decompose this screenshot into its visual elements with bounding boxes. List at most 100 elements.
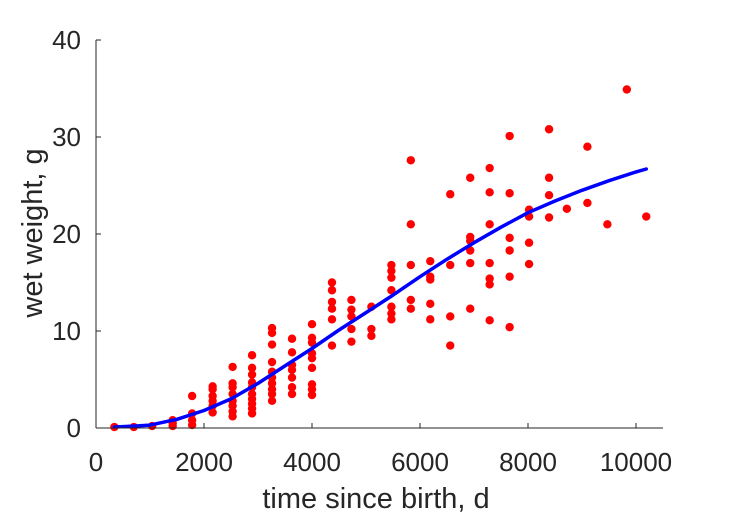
data-point [327,278,337,287]
data-point [406,220,416,229]
data-point [642,212,651,221]
data-point [387,302,396,311]
data-point [524,259,534,269]
data-point [267,379,277,388]
data-point [485,280,494,289]
data-point [347,337,356,346]
y-axis-label: wet weight, g [17,148,49,318]
data-point [485,163,494,173]
data-point [387,266,396,276]
data-point [505,322,514,332]
data-point [387,286,396,295]
data-point [426,256,435,266]
data-point [287,334,297,343]
data-point [544,191,554,200]
data-point [327,297,337,307]
y-tick-label: 10 [52,316,81,346]
data-point [228,407,237,416]
data-point [387,315,396,324]
x-tick-label: 4000 [283,447,341,477]
data-point [446,341,455,350]
data-point [466,304,475,313]
x-tick-label: 2000 [175,447,233,477]
data-point [347,312,356,321]
data-point [406,260,416,270]
y-tick-label: 20 [52,219,81,249]
data-point [327,286,337,295]
data-point [466,246,475,255]
data-point [327,315,337,324]
data-point [485,258,494,268]
data-point [505,189,514,198]
data-point [347,305,356,314]
data-point [446,260,455,270]
data-point [446,190,455,199]
data-point [327,304,337,313]
data-point [505,246,514,255]
data-point [387,273,396,282]
data-point [247,363,257,373]
data-point [267,340,277,349]
x-tick-label: 6000 [391,447,449,477]
data-point [406,156,416,165]
data-point [208,408,217,417]
data-point [267,385,277,394]
data-point [307,320,317,329]
data-point [603,220,612,229]
x-tick-label: 0 [89,447,103,477]
data-point [367,331,376,341]
data-point [187,416,197,425]
data-point [446,312,455,321]
y-tick-label: 40 [52,25,81,55]
data-point [485,188,494,197]
data-point [466,258,475,268]
data-point [622,85,632,94]
data-point [406,304,416,313]
data-point [544,173,554,182]
data-point [583,142,592,151]
data-point [247,370,257,379]
data-point [485,220,494,229]
data-point [505,233,514,243]
data-point [524,238,534,247]
data-point [208,382,217,391]
y-tick-label: 30 [52,122,81,152]
data-point [426,315,435,324]
data-point [208,391,217,401]
x-tick-label: 8000 [499,447,557,477]
data-point [426,299,435,309]
data-point [485,274,494,283]
data-point [327,341,337,350]
data-point [307,380,317,389]
data-point [367,324,376,334]
data-point [307,363,317,373]
data-point [228,379,237,388]
data-point [267,357,277,367]
data-point [307,333,317,342]
plot-area [110,85,651,432]
data-point [544,213,554,222]
data-point [307,390,317,400]
data-point [247,389,257,399]
x-tick-label: 10000 [600,447,672,477]
data-point [466,232,475,242]
data-point [287,373,297,382]
data-point [406,295,416,305]
x-axis-label: time since birth, d [262,483,489,515]
y-tick-label: 0 [67,413,81,443]
data-point [466,173,475,182]
data-point [228,362,237,372]
fit-curve [112,167,649,429]
data-point [426,272,435,281]
x-axis-ticks: 0 2000 4000 6000 8000 10000 [89,423,672,477]
data-point [562,204,572,213]
data-point [387,309,396,318]
data-point [287,389,297,399]
data-point [247,351,257,360]
y-axis-ticks: 0 10 20 30 40 [52,25,101,443]
data-point [347,295,356,305]
data-point [267,323,277,333]
data-point [187,391,197,401]
data-point [347,324,356,334]
